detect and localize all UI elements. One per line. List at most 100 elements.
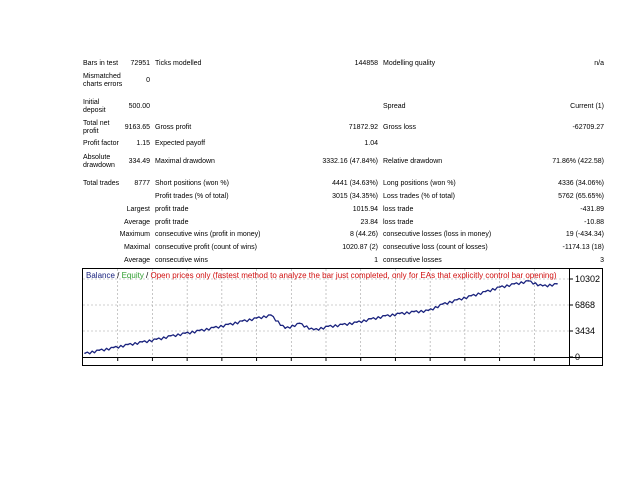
maximum-losses-label: consecutive losses (loss in money) — [383, 231, 492, 238]
modelling-quality-label: Modelling quality — [383, 60, 436, 67]
profit-trades-value: 3015 (34.35%) — [332, 193, 378, 200]
initial-deposit-label-1: Initial — [83, 99, 100, 106]
mismatched-label-2: charts errors — [83, 81, 123, 88]
initial-deposit-label-2: deposit — [83, 107, 106, 114]
largest-loss-value: -431.89 — [580, 206, 604, 213]
balance-point — [527, 280, 530, 282]
maximum-label: Maximum — [119, 231, 150, 238]
gross-profit-label: Gross profit — [155, 124, 192, 131]
balance-point — [184, 332, 186, 334]
balance-point — [384, 314, 387, 317]
average-profit-value: 23.84 — [360, 219, 378, 226]
largest-loss-label: loss trade — [383, 206, 414, 213]
short-positions-value: 4441 (34.63%) — [332, 180, 378, 187]
balance-point — [556, 283, 558, 285]
chart-legend: Balance / Equity / Open prices only (fas… — [86, 271, 557, 280]
total-trades-value: 8777 — [134, 180, 150, 187]
average-consecutive-losses-value: 3 — [600, 257, 604, 264]
balance-point — [155, 338, 158, 340]
mismatched-value: 0 — [146, 77, 150, 84]
spread-value: Current (1) — [570, 103, 604, 110]
average-loss-value: -10.88 — [584, 219, 604, 226]
y-tick-label: 6868 — [575, 300, 595, 310]
initial-deposit-value: 500.00 — [128, 103, 150, 110]
modelling-quality-value: n/a — [594, 60, 604, 67]
balance-point — [470, 294, 473, 297]
balance-point — [456, 299, 458, 301]
profit-factor-value: 1.15 — [136, 140, 150, 147]
average-label: Average — [124, 219, 150, 226]
maximal-loss-value: -1174.13 (18) — [562, 244, 604, 251]
chart-frame — [82, 268, 603, 366]
balance-point — [541, 285, 544, 287]
average-profit-label: profit trade — [155, 219, 189, 226]
loss-trades-label: Loss trades (% of total) — [383, 193, 455, 200]
total-net-profit-value: 9163.65 — [124, 124, 150, 131]
legend-separator: / — [143, 271, 151, 280]
balance-point — [141, 341, 143, 343]
balance-chart: 10302 6868 3434 0 — [82, 268, 603, 366]
bars-in-test-label: Bars in test — [83, 60, 119, 67]
ticks-modelled-label: Ticks modelled — [155, 60, 202, 67]
balance-point — [127, 343, 129, 346]
balance-point — [313, 328, 315, 331]
balance-point — [441, 303, 444, 305]
mismatched-label-1: Mismatched — [83, 73, 121, 80]
spread-label: Spread — [383, 103, 406, 110]
balance-point — [241, 320, 244, 322]
balance-point — [499, 286, 501, 288]
bars-in-test-value: 72951 — [130, 60, 150, 67]
ticks-modelled-value: 144858 — [354, 60, 378, 67]
maximal-drawdown-label: Maximal drawdown — [155, 158, 215, 165]
balance-point — [484, 290, 487, 293]
balance-point — [98, 349, 101, 351]
average-consecutive-losses-label: consecutive losses — [383, 257, 442, 264]
legend-model-note: Open prices only (fastest method to anal… — [150, 271, 557, 280]
balance-point — [513, 283, 515, 285]
balance-point — [356, 321, 358, 323]
maximal-profit-value: 1020.87 (2) — [342, 244, 378, 251]
balance-point — [427, 309, 430, 312]
profit-trades-label: Profit trades (% of total) — [155, 193, 229, 200]
expected-payoff-value: 1.04 — [364, 140, 378, 147]
absolute-drawdown-label-2: drawdown — [83, 162, 115, 169]
largest-profit-label: profit trade — [155, 206, 189, 213]
balance-point — [255, 317, 258, 319]
profit-factor-label: Profit factor — [83, 140, 119, 147]
maximum-wins-value: 8 (44.26) — [349, 231, 378, 238]
balance-point — [284, 327, 286, 329]
legend-equity: Equity — [121, 271, 144, 280]
legend-balance: Balance — [86, 271, 115, 280]
balance-point — [112, 346, 115, 349]
total-trades-label: Total trades — [83, 180, 120, 187]
loss-trades-value: 5762 (65.65%) — [558, 193, 604, 200]
balance-point — [170, 335, 172, 337]
largest-label: Largest — [126, 206, 150, 213]
balance-point — [413, 310, 415, 313]
gross-profit-value: 71872.92 — [348, 124, 378, 131]
balance-line — [84, 280, 558, 355]
maximum-wins-label: consecutive wins (profit in money) — [155, 231, 261, 238]
balance-point — [198, 329, 201, 332]
gross-loss-value: -62709.27 — [572, 124, 604, 131]
total-net-profit-label-2: profit — [83, 128, 99, 135]
maximal-label: Maximal — [123, 244, 150, 251]
relative-drawdown-label: Relative drawdown — [383, 158, 443, 165]
average-consecutive-wins-label: consecutive wins — [155, 257, 208, 264]
balance-point — [298, 322, 301, 325]
balance-point — [327, 325, 329, 328]
gross-loss-label: Gross loss — [383, 124, 417, 131]
absolute-drawdown-label-1: Absolute — [83, 154, 111, 161]
largest-profit-value: 1015.94 — [352, 206, 378, 213]
average-consecutive-wins-value: 1 — [374, 257, 378, 264]
balance-point — [370, 318, 372, 320]
maximal-drawdown-value: 3332.16 (47.84%) — [322, 158, 378, 165]
balance-point — [84, 352, 86, 354]
relative-drawdown-value: 71.86% (422.58) — [552, 158, 604, 165]
balance-point — [227, 323, 229, 326]
balance-point — [270, 314, 272, 316]
balance-point — [398, 312, 401, 315]
maximal-profit-label: consecutive profit (count of wins) — [155, 244, 257, 251]
maximum-losses-value: 19 (-434.34) — [565, 231, 604, 238]
absolute-drawdown-value: 334.49 — [128, 158, 150, 165]
